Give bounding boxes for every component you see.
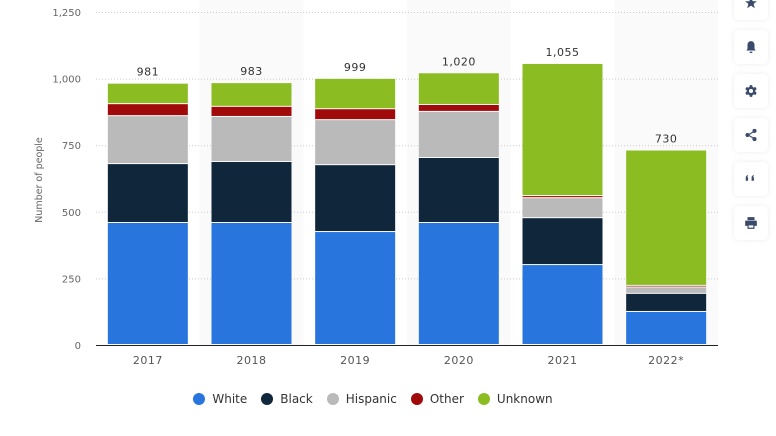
legend-item-unknown[interactable]: Unknown xyxy=(477,392,553,406)
bar-segment-unknown xyxy=(107,83,188,104)
bar-segment-black xyxy=(626,293,707,311)
bars xyxy=(107,63,707,344)
bar-total-label: 1,020 xyxy=(442,55,476,68)
legend-label: Other xyxy=(429,392,464,406)
bar-segment-unknown xyxy=(522,63,603,196)
bar-segment-unknown xyxy=(626,150,707,285)
legend-marker xyxy=(410,393,423,405)
bar-segment-white xyxy=(626,311,707,344)
share-icon xyxy=(745,128,757,142)
bar-total-label: 981 xyxy=(137,66,160,79)
y-axis-ticks: 0 250 500 750 1,000 1,250 xyxy=(52,8,81,352)
legend-item-black[interactable]: Black xyxy=(261,392,313,406)
bar-segment-black xyxy=(418,157,499,222)
bar-segment-black xyxy=(315,165,396,232)
gear-icon xyxy=(745,85,757,97)
bar-segment-unknown xyxy=(211,83,292,106)
y-tick-label: 1,000 xyxy=(52,75,81,86)
legend-marker xyxy=(326,393,339,405)
x-tick-label: 2019 xyxy=(340,354,370,367)
bar-total-label: 999 xyxy=(344,61,367,74)
bar-segment-black xyxy=(211,161,292,222)
bar-segment-black xyxy=(522,218,603,265)
bar-segment-other xyxy=(522,196,603,198)
bar-segment-unknown xyxy=(315,78,396,109)
y-tick-label: 1,250 xyxy=(52,8,81,19)
bar-segment-white xyxy=(107,222,188,344)
bar-segment-other xyxy=(315,109,396,120)
legend-label: Black xyxy=(280,392,313,406)
bar-total-label: 1,055 xyxy=(546,46,580,59)
bar-segment-black xyxy=(107,164,188,222)
x-tick-label: 2021 xyxy=(548,354,578,367)
bar-segment-white xyxy=(418,222,499,344)
print-button[interactable] xyxy=(734,206,768,240)
notification-button[interactable] xyxy=(734,30,768,64)
bar-segment-hispanic xyxy=(522,198,603,218)
legend-marker xyxy=(193,393,206,405)
bar-segment-white xyxy=(315,232,396,344)
share-button[interactable] xyxy=(734,118,768,152)
bar-segment-unknown xyxy=(418,73,499,104)
bar-segment-white xyxy=(522,265,603,344)
legend-marker xyxy=(261,393,274,405)
bar-total-label: 983 xyxy=(240,65,263,78)
star-icon xyxy=(745,0,757,9)
legend-label: Hispanic xyxy=(345,392,397,406)
bar-segment-other xyxy=(211,106,292,116)
bar-segment-other xyxy=(107,104,188,116)
x-tick-label: 2020 xyxy=(444,354,474,367)
y-axis-title: Number of people xyxy=(34,137,45,223)
y-tick-label: 0 xyxy=(75,341,81,352)
favorite-button[interactable] xyxy=(734,0,768,20)
legend-marker xyxy=(477,393,490,405)
quote-icon xyxy=(745,175,754,181)
cite-button[interactable] xyxy=(734,162,768,196)
bell-icon xyxy=(746,41,756,54)
legend-label: Unknown xyxy=(496,392,553,406)
bar-segment-hispanic xyxy=(211,116,292,161)
legend-item-white[interactable]: White xyxy=(193,392,247,406)
bar-segment-white xyxy=(211,222,292,344)
bar-segment-hispanic xyxy=(626,287,707,293)
x-axis-labels: 2017 2018 2019 2020 2021 2022* xyxy=(133,354,684,367)
y-tick-label: 500 xyxy=(62,208,81,219)
bar-segment-other xyxy=(418,104,499,111)
bar-segment-other xyxy=(626,285,707,287)
legend-item-hispanic[interactable]: Hispanic xyxy=(326,392,397,406)
bar-total-label: 730 xyxy=(655,133,678,146)
bar-segment-hispanic xyxy=(107,116,188,164)
total-labels: 981 983 999 1,020 1,055 730 xyxy=(137,46,678,146)
x-tick-label: 2018 xyxy=(237,354,267,367)
legend-label: White xyxy=(212,392,248,406)
settings-button[interactable] xyxy=(734,74,768,108)
bar-segment-hispanic xyxy=(315,120,396,165)
y-tick-label: 250 xyxy=(62,274,81,285)
print-icon xyxy=(745,217,757,229)
y-tick-label: 750 xyxy=(62,141,81,152)
x-tick-label: 2017 xyxy=(133,354,163,367)
legend: White Black Hispanic Other Unknown xyxy=(0,392,746,406)
bar-segment-hispanic xyxy=(418,111,499,157)
x-tick-label: 2022* xyxy=(648,354,684,367)
legend-item-other[interactable]: Other xyxy=(410,392,464,406)
